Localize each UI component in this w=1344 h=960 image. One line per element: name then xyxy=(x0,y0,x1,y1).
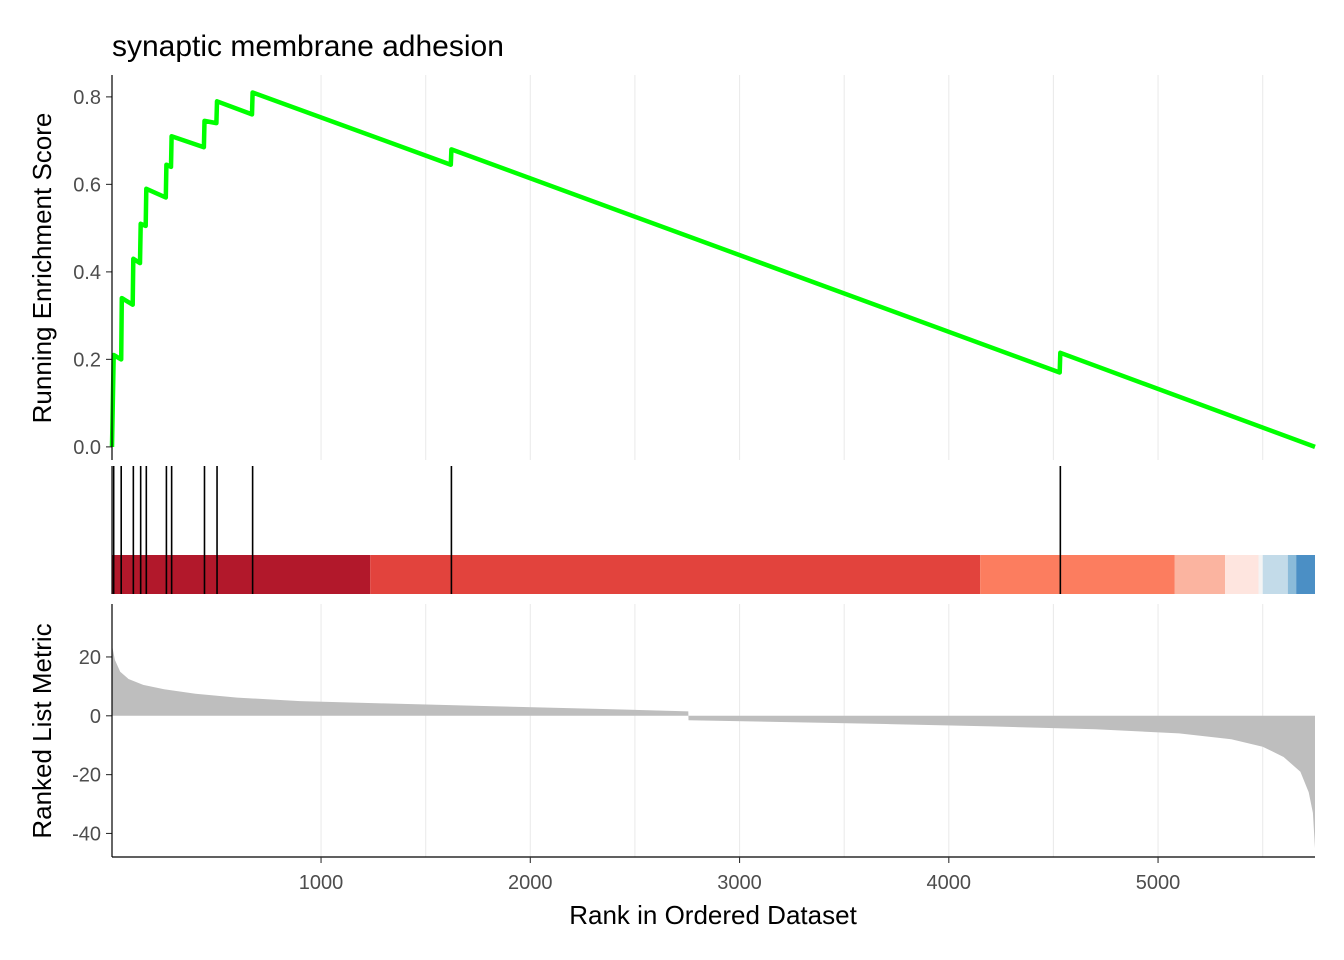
x-tick-label: 3000 xyxy=(717,872,762,894)
rank-color-band xyxy=(370,555,981,594)
enrichment-gridlines xyxy=(320,75,1264,460)
rank-color-band xyxy=(1296,555,1315,594)
enrichment-y-tick-label: 0.0 xyxy=(73,437,101,459)
enrichment-y-tick-label: 0.8 xyxy=(73,87,101,109)
rank-color-band xyxy=(1174,555,1226,594)
enrichment-y-tick-label: 0.6 xyxy=(73,174,101,196)
x-tick-label: 2000 xyxy=(508,872,553,894)
rank-color-bands xyxy=(112,555,1315,594)
running-enrichment-score-line xyxy=(109,90,1316,450)
ranked-metric-y-tick-label: -40 xyxy=(72,823,101,845)
ranked-metric-y-ticks: -40 -20 0 20 xyxy=(72,647,112,845)
ranked-metric-y-tick-label: 0 xyxy=(90,706,101,728)
enrichment-panel: 0.0 0.2 0.4 0.6 0.8 Running Enrichment Score xyxy=(27,75,1316,460)
ranked-metric-y-tick-label: 20 xyxy=(79,647,101,669)
enrichment-y-ticks: 0.0 0.2 0.4 0.6 0.8 xyxy=(73,87,112,459)
enrichment-y-label: Running Enrichment Score xyxy=(27,113,57,424)
x-axis-label: Rank in Ordered Dataset xyxy=(569,900,857,930)
enrichment-y-tick-label: 0.4 xyxy=(73,262,101,284)
rank-color-band xyxy=(1225,555,1259,594)
hits-panel xyxy=(111,466,1315,594)
rank-color-band xyxy=(112,555,371,594)
ranked-metric-panel: -40 -20 0 20 1000 2000 3000 4000 5000 Ranked Li… xyxy=(27,604,1315,894)
ranked-metric-y-label: Ranked List Metric xyxy=(27,623,57,838)
rank-color-band xyxy=(980,555,1175,594)
chart-title: synaptic membrane adhesion xyxy=(112,30,504,63)
ranked-metric-area xyxy=(112,645,1315,849)
x-tick-label: 4000 xyxy=(927,872,972,894)
gene-hit-lines xyxy=(112,466,1062,594)
x-tick-label: 5000 xyxy=(1136,872,1181,894)
x-axis-ticks: 1000 2000 3000 4000 5000 xyxy=(299,857,1181,894)
ranked-metric-y-tick-label: -20 xyxy=(72,765,101,787)
enrichment-y-tick-label: 0.2 xyxy=(73,349,101,371)
rank-color-band xyxy=(1262,555,1288,594)
rank-color-band xyxy=(1258,555,1263,594)
rank-color-band xyxy=(1287,555,1297,594)
x-tick-label: 1000 xyxy=(299,872,344,894)
